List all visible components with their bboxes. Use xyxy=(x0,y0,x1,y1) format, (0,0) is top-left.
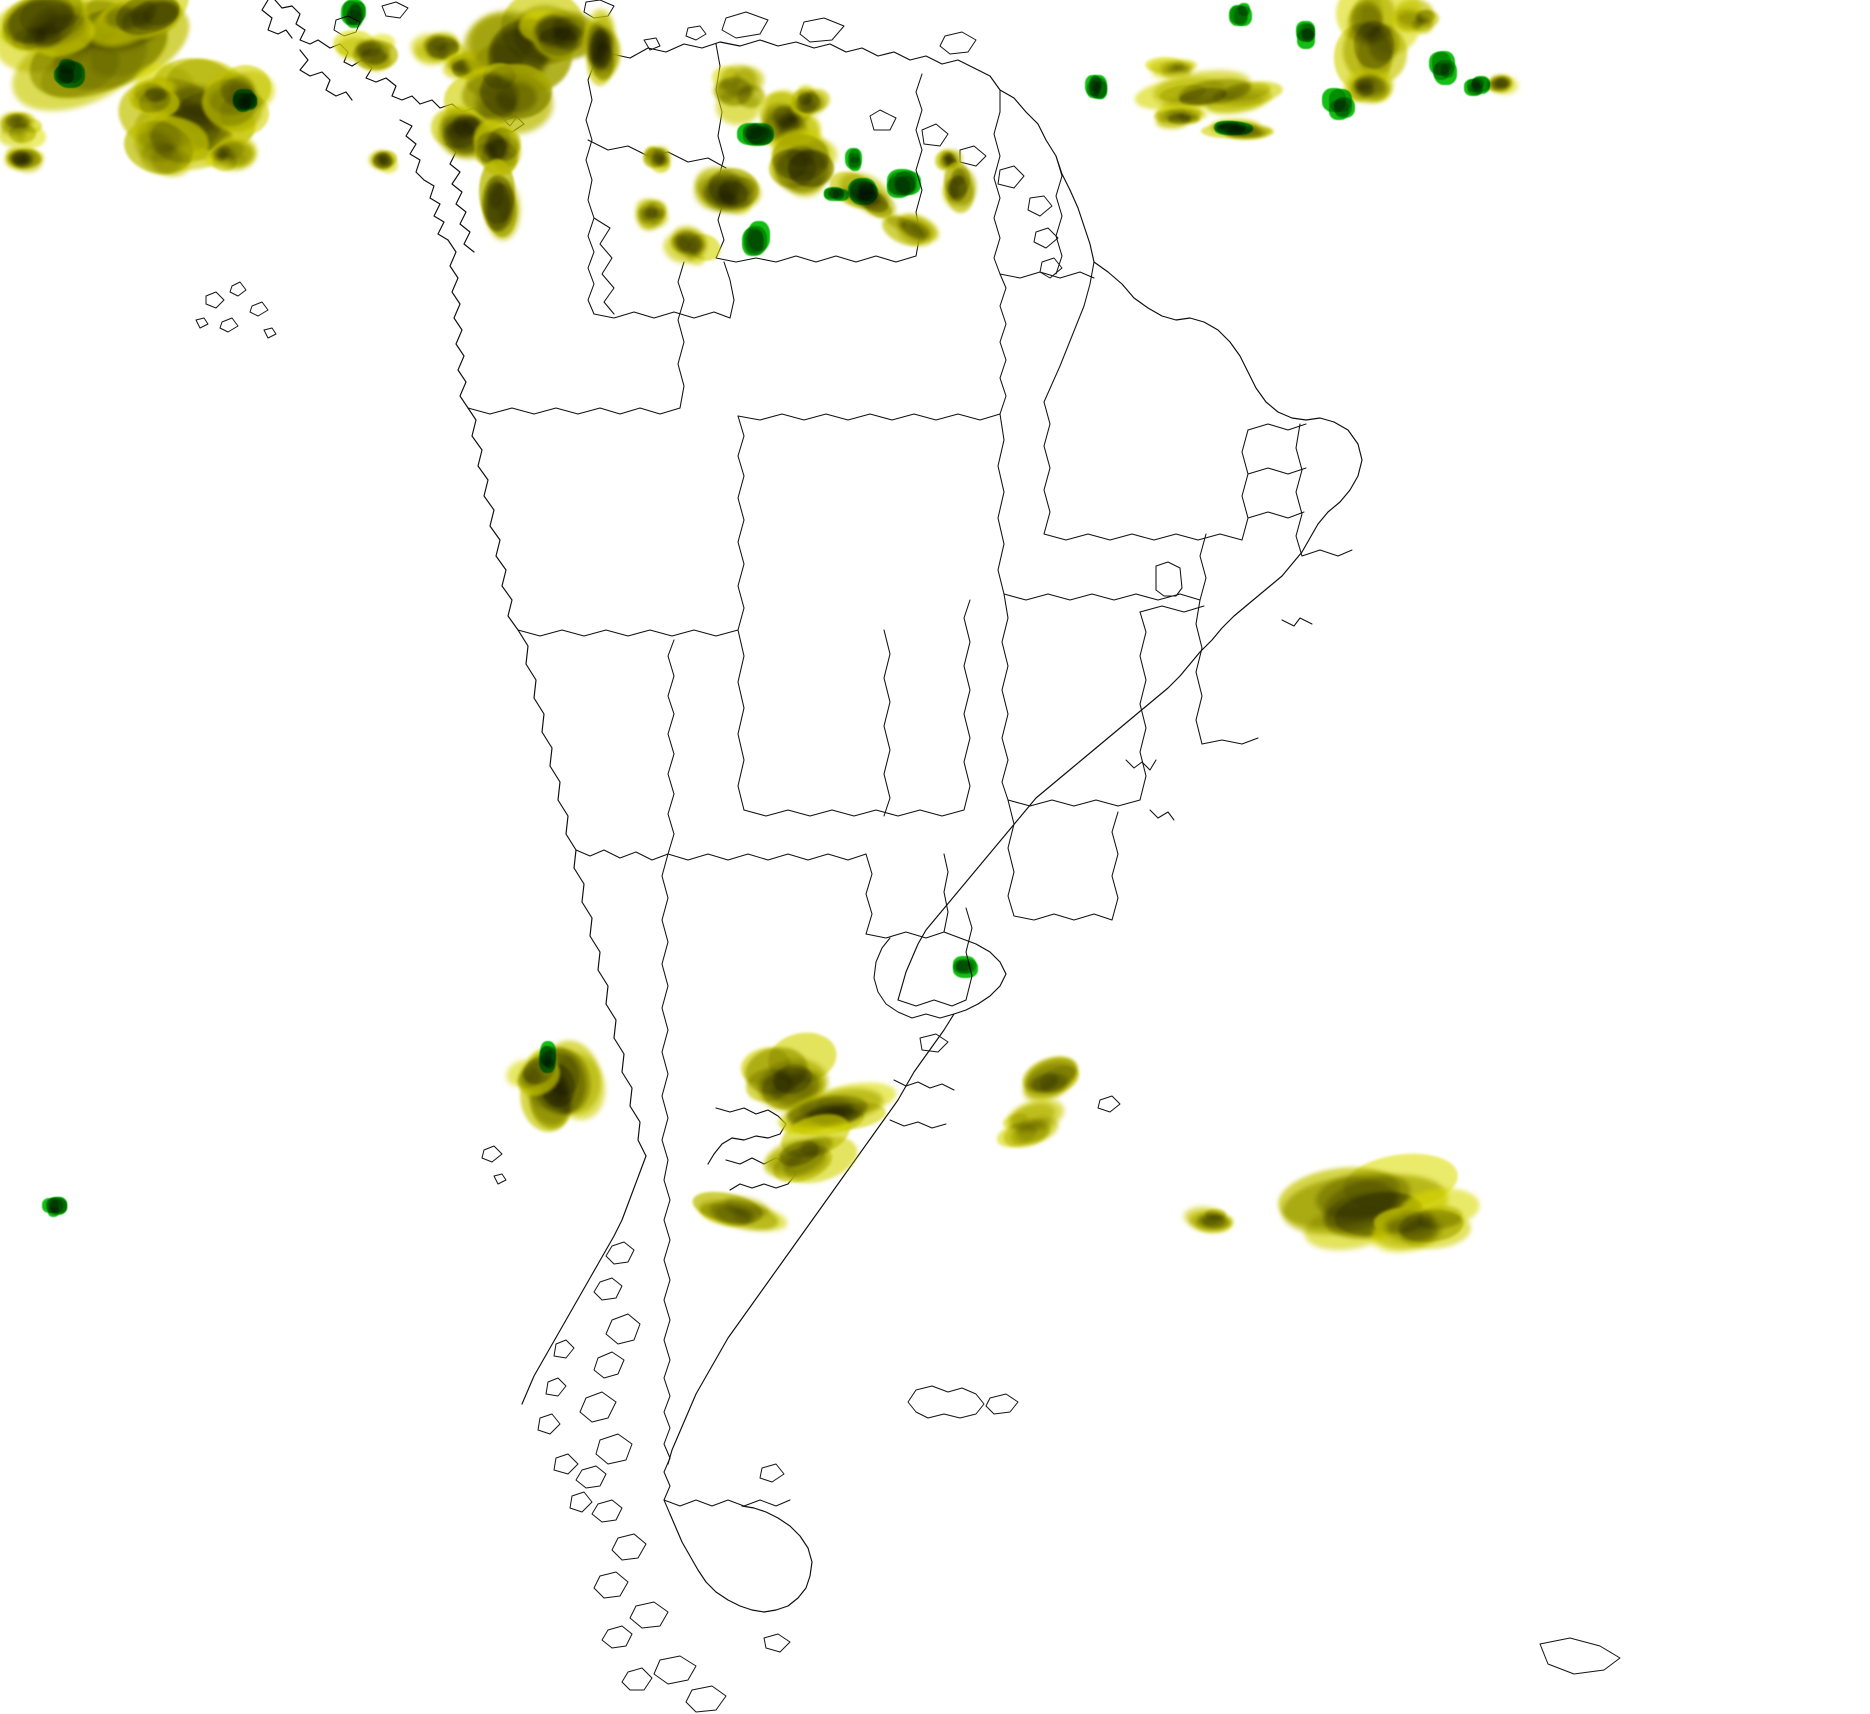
misc-small-islands xyxy=(481,1095,1121,1653)
colombia-ecuador-peru-outline xyxy=(447,140,744,860)
bolivia-paraguay-uruguay-outline xyxy=(668,854,1007,1128)
panama-colombia-coast xyxy=(399,99,525,253)
caribbean-islands xyxy=(583,0,1063,279)
central-america-outline xyxy=(261,0,421,105)
brazil-outline xyxy=(738,261,1363,1006)
galapagos-islands xyxy=(195,281,277,339)
venezuela-guyana-outline xyxy=(586,39,1095,318)
argentina-chile-outline xyxy=(521,849,1621,1713)
